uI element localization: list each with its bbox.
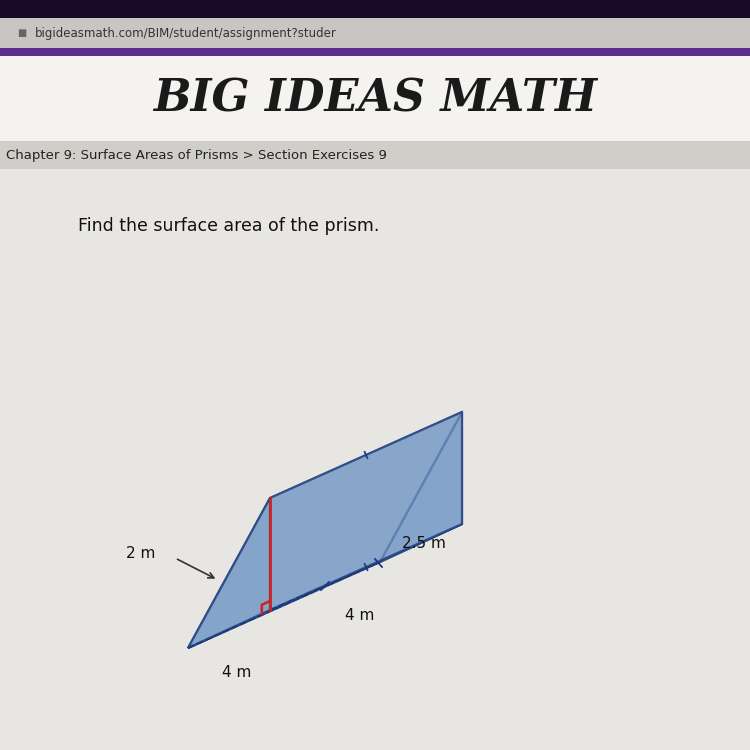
Polygon shape <box>188 498 270 648</box>
Polygon shape <box>270 412 462 610</box>
Bar <box>0 18 750 48</box>
Text: 4 m: 4 m <box>345 608 375 623</box>
Bar <box>0 141 750 169</box>
Text: BIG IDEAS MATH: BIG IDEAS MATH <box>153 77 597 120</box>
Text: 4 m: 4 m <box>222 665 252 680</box>
Polygon shape <box>188 524 462 648</box>
Bar <box>0 56 750 141</box>
Text: 2 m: 2 m <box>125 545 155 560</box>
Text: Find the surface area of the prism.: Find the surface area of the prism. <box>78 217 380 235</box>
Bar <box>0 48 750 56</box>
Text: Chapter 9: Surface Areas of Prisms > Section Exercises 9: Chapter 9: Surface Areas of Prisms > Sec… <box>6 148 387 161</box>
Text: bigideasmath.com/BIM/student/assignment?studer: bigideasmath.com/BIM/student/assignment?… <box>35 26 337 40</box>
Bar <box>0 0 750 18</box>
Polygon shape <box>380 412 462 562</box>
Polygon shape <box>188 412 462 648</box>
Text: ■: ■ <box>17 28 27 38</box>
Bar <box>0 169 750 750</box>
Text: 2.5 m: 2.5 m <box>402 536 445 550</box>
